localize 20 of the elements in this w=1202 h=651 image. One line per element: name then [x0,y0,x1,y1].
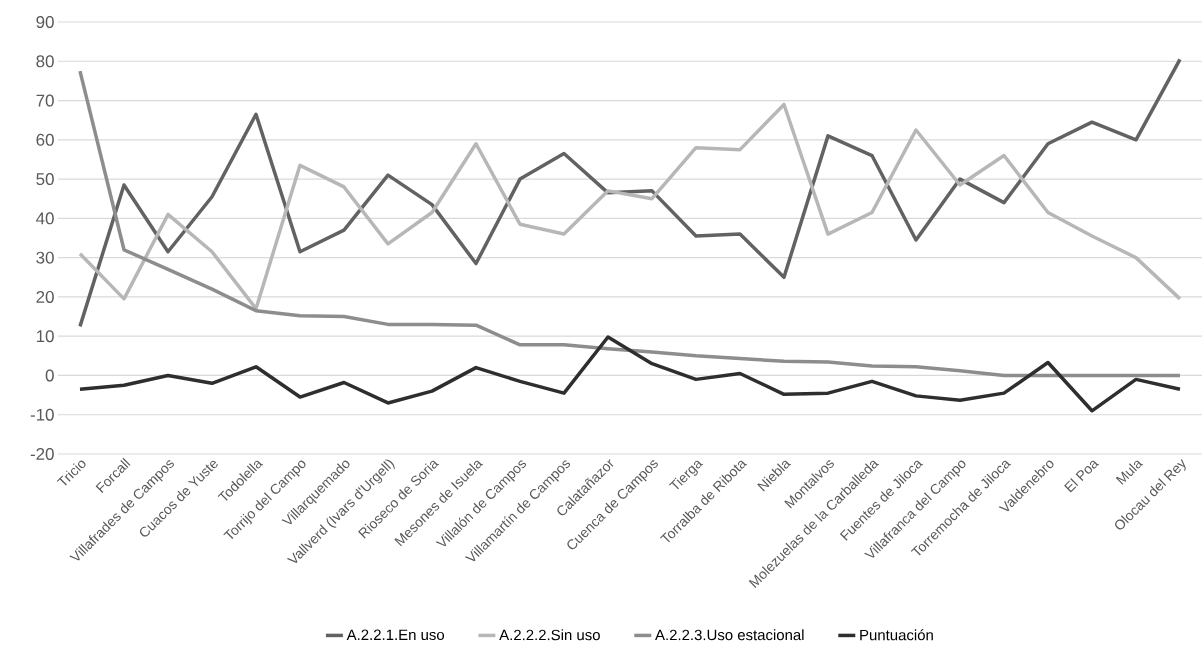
y-tick-label: 10 [36,330,54,343]
line-series [78,335,1182,413]
legend-label: A.2.2.1.En uso [346,629,445,641]
y-tick-label: 20 [36,290,54,303]
y-tick-label: -20 [30,448,54,460]
y-tick-label: 30 [36,251,54,264]
y-tick-label: 90 [36,16,54,28]
legend-label: A.2.2.2.Sin uso [499,629,600,641]
y-tick-label: 0 [45,369,54,382]
y-tick-label: 80 [36,55,54,68]
y-tick-label: 70 [36,94,54,107]
y-tick-label: -10 [30,408,54,421]
y-tick-label: 40 [36,212,54,225]
x-tick-label: El Poa [1064,460,1100,493]
legend-label: A.2.2.3.Uso estacional [655,629,804,641]
line-series [78,57,1182,329]
legend-label: Puntuación [860,629,933,641]
y-tick-label: 50 [36,173,54,186]
y-tick-label: 60 [36,133,54,146]
line-series [78,102,1182,311]
